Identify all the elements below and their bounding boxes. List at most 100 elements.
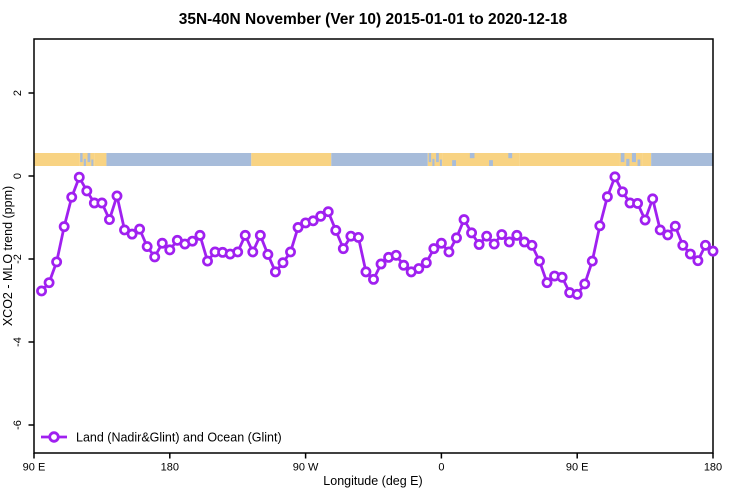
data-point <box>66 191 78 203</box>
data-point <box>684 248 696 260</box>
data-point <box>186 235 198 247</box>
data-point <box>149 251 161 263</box>
legend: Land (Nadir&Glint) and Ocean (Glint) <box>41 431 282 445</box>
y-axis-title: XCO2 - MLO trend (ppm) <box>1 186 15 326</box>
band-ocean-speck <box>83 158 86 166</box>
data-point <box>466 227 478 239</box>
data-point <box>398 259 410 271</box>
data-point <box>632 197 644 209</box>
data-point <box>307 215 319 227</box>
x-tick-label: 90 E <box>566 462 589 474</box>
data-point <box>292 222 304 233</box>
band-segment-mixed <box>427 153 443 166</box>
data-point <box>269 266 281 278</box>
legend-label: Land (Nadir&Glint) and Ocean (Glint) <box>76 431 282 445</box>
band-segment-mixed <box>79 153 95 166</box>
data-point <box>435 237 447 249</box>
data-point <box>639 214 651 226</box>
data-point <box>156 237 168 249</box>
data-point <box>390 249 402 261</box>
band-segment-land <box>34 153 80 166</box>
data-point <box>277 257 289 269</box>
y-tick-label: 2 <box>12 90 24 96</box>
page-title: 35N-40N November (Ver 10) 2015-01-01 to … <box>179 11 568 28</box>
data-point <box>103 214 115 226</box>
band-ocean-speck <box>637 159 641 166</box>
data-point <box>579 278 591 290</box>
data-point <box>601 191 613 203</box>
y-tick-label: -6 <box>12 420 24 430</box>
data-point <box>126 228 138 240</box>
data-point <box>692 255 704 267</box>
data-point <box>677 239 689 251</box>
y-axis-ticks: 2 0 -2 -4 -6 <box>12 90 34 430</box>
data-point <box>81 185 93 197</box>
land-ocean-band <box>34 153 713 166</box>
band-ocean-speck <box>452 160 456 166</box>
x-tick-label: 0 <box>438 462 444 474</box>
data-point <box>330 224 342 236</box>
data-point <box>58 221 70 233</box>
plot-border <box>33 38 714 454</box>
data-point <box>571 288 583 300</box>
data-point <box>669 220 681 232</box>
data-point <box>451 232 462 244</box>
data-point <box>496 229 508 240</box>
data-point <box>541 277 553 289</box>
data-point <box>51 256 63 268</box>
data-point <box>609 171 621 183</box>
band-ocean-speck <box>508 153 513 159</box>
band-segment-mixed <box>619 153 643 166</box>
data-point <box>202 255 213 267</box>
band-ocean-speck <box>80 153 83 163</box>
data-point <box>194 229 206 241</box>
data-point <box>368 273 379 285</box>
band-ocean-speck <box>620 153 625 163</box>
data-point <box>239 229 251 241</box>
data-point <box>413 263 425 274</box>
data-point <box>352 231 364 243</box>
data-point <box>662 229 674 241</box>
legend-marker-icon <box>48 431 60 443</box>
band-ocean-speck <box>432 158 435 166</box>
data-point <box>375 258 387 270</box>
band-ocean-speck <box>626 158 630 166</box>
y-tick-label: 0 <box>12 173 24 179</box>
data-point <box>262 248 274 260</box>
band-segment-ocean <box>106 153 252 166</box>
x-tick-label: 90 E <box>23 462 46 474</box>
data-point <box>164 244 176 256</box>
data-point <box>488 238 500 250</box>
band-ocean-speck <box>436 153 439 163</box>
band-segment-speckled <box>442 153 520 166</box>
data-point <box>43 277 55 289</box>
data-point <box>337 243 349 255</box>
data-point <box>247 246 259 258</box>
x-tick-label: 90 W <box>293 462 319 474</box>
x-tick-label: 180 <box>704 462 722 474</box>
data-point <box>503 236 515 248</box>
data-point <box>458 214 470 226</box>
band-segment-land <box>251 153 332 166</box>
data-point <box>111 190 123 202</box>
band-ocean-speck <box>631 153 636 163</box>
data-point <box>473 239 485 250</box>
y-tick-label: -4 <box>12 337 24 347</box>
data-point <box>322 206 334 218</box>
band-segment-ocean <box>331 153 428 166</box>
data-point <box>315 210 327 222</box>
data-point <box>556 271 568 283</box>
band-segment-ocean <box>651 153 713 166</box>
band-segment-land <box>519 153 620 166</box>
x-axis-title: Longitude (deg E) <box>323 474 422 488</box>
data-point <box>141 241 153 252</box>
band-ocean-speck <box>469 153 475 159</box>
band-segment-land <box>94 153 107 166</box>
data-point <box>511 229 523 241</box>
band-ocean-speck <box>91 159 94 166</box>
data-point <box>285 246 296 258</box>
data-point <box>586 255 598 267</box>
data-point <box>700 239 711 251</box>
